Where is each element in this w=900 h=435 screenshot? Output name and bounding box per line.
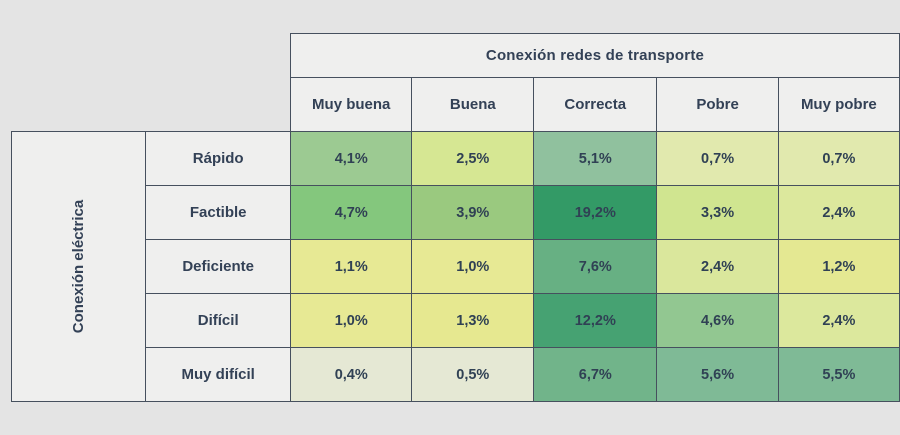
heatmap-cell-3-1: 1,3%	[411, 293, 535, 348]
column-header-2: Correcta	[533, 77, 658, 132]
table-row-2: Deficiente 1,1% 1,0% 7,6% 2,4% 1,2%	[12, 239, 900, 294]
heatmap-cell-3-4: 2,4%	[777, 293, 900, 348]
heatmap-cell-0-1: 2,5%	[411, 131, 535, 186]
corner-spacer-bottom	[12, 78, 291, 132]
row-header-3: Difícil	[145, 293, 291, 348]
heatmap-cell-0-2: 5,1%	[533, 131, 658, 186]
table-row-3: Difícil 1,0% 1,3% 12,2% 4,6% 2,4%	[12, 293, 900, 348]
heatmap-cell-1-2: 19,2%	[533, 185, 658, 240]
heatmap-cell-1-0: 4,7%	[289, 185, 413, 240]
column-header-1: Buena	[411, 77, 535, 132]
heatmap-figure: Conexión redes de transporte Muy buena Bu…	[10, 33, 900, 402]
heatmap-cell-1-1: 3,9%	[411, 185, 535, 240]
column-header-row: Muy buena Buena Correcta Pobre Muy pobre	[12, 77, 900, 132]
row-header-1: Factible	[145, 185, 291, 240]
table-row-1: Factible 4,7% 3,9% 19,2% 3,3% 2,4%	[12, 185, 900, 240]
heatmap-cell-4-2: 6,7%	[533, 347, 658, 402]
group-header-row: Conexión redes de transporte	[12, 33, 900, 78]
heatmap-cell-2-0: 1,1%	[289, 239, 413, 294]
heatmap-cell-1-3: 3,3%	[656, 185, 779, 240]
heatmap-cell-0-0: 4,1%	[289, 131, 413, 186]
heatmap-cell-0-3: 0,7%	[656, 131, 779, 186]
column-header-3: Pobre	[656, 77, 779, 132]
heatmap-cell-4-4: 5,5%	[777, 347, 900, 402]
heatmap-cell-2-3: 2,4%	[656, 239, 779, 294]
table-row-0: Conexión eléctrica Rápido 4,1% 2,5% 5,1% 0,7%…	[10, 131, 900, 402]
heatmap-cell-3-0: 1,0%	[289, 293, 413, 348]
heatmap-table: Conexión redes de transporte Muy buena Bu…	[10, 33, 900, 402]
row-header-4: Muy difícil	[145, 347, 291, 402]
table-row-4: Muy difícil 0,4% 0,5% 6,7% 5,6% 5,5%	[12, 347, 900, 402]
row-header-0: Rápido	[145, 131, 291, 186]
column-group-header: Conexión redes de transporte	[289, 33, 900, 78]
heatmap-cell-2-1: 1,0%	[411, 239, 535, 294]
column-header-0: Muy buena	[289, 77, 413, 132]
corner-spacer-top	[12, 34, 291, 78]
column-header-4: Muy pobre	[777, 77, 900, 132]
row-header-2: Deficiente	[145, 239, 291, 294]
heatmap-cell-3-2: 12,2%	[533, 293, 658, 348]
heatmap-cell-2-4: 1,2%	[777, 239, 900, 294]
heatmap-cell-4-1: 0,5%	[411, 347, 535, 402]
heatmap-cell-3-3: 4,6%	[656, 293, 779, 348]
row-group-header: Conexión eléctrica	[10, 131, 147, 402]
heatmap-cell-4-3: 5,6%	[656, 347, 779, 402]
heatmap-cell-0-4: 0,7%	[777, 131, 900, 186]
heatmap-cell-2-2: 7,6%	[533, 239, 658, 294]
heatmap-cell-4-0: 0,4%	[289, 347, 413, 402]
heatmap-cell-1-4: 2,4%	[777, 185, 900, 240]
row-group-header-label: Conexión eléctrica	[70, 199, 88, 334]
